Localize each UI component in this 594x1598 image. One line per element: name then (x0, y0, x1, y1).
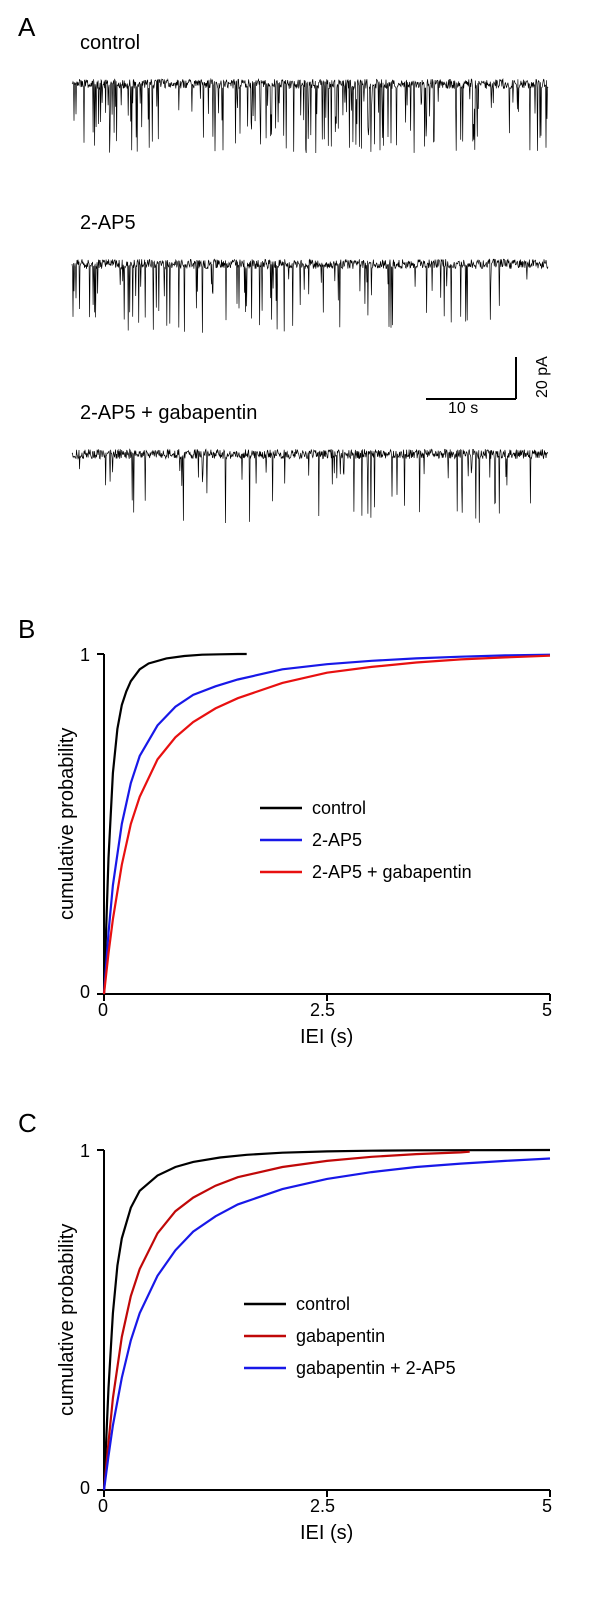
panel-b-legend-label-0: control (312, 798, 366, 819)
panel-a-trace-0 (72, 58, 548, 173)
panel-c-legend-label-2: gabapentin + 2-AP5 (296, 1358, 456, 1379)
panel-b-ylabel: cumulative probability (56, 728, 79, 920)
panel-c-ytick-1: 1 (80, 1141, 90, 1162)
panel-a-trace-label-2: 2-AP5 + gabapentin (80, 402, 257, 425)
panel-b-xtick-1: 2.5 (310, 1000, 335, 1021)
panel-b-xtick-0: 0 (98, 1000, 108, 1021)
panel-letter-a: A (18, 12, 35, 43)
panel-b-legend-label-2: 2-AP5 + gabapentin (312, 862, 472, 883)
figure-root: A control 2-AP5 10 s 20 pA 2-AP5 + gabap… (0, 0, 594, 1598)
panel-c-legend-label-1: gabapentin (296, 1326, 385, 1347)
panel-b-ytick-0: 0 (80, 982, 90, 1003)
panel-c-xtick-0: 0 (98, 1496, 108, 1517)
panel-a-trace-1 (72, 238, 548, 353)
panel-c-xtick-2: 5 (542, 1496, 552, 1517)
panel-b-legend-label-1: 2-AP5 (312, 830, 362, 851)
panel-c-xlabel: IEI (s) (300, 1522, 353, 1545)
scalebar-y-label: 20 pA (534, 356, 552, 398)
scalebar-x-label: 10 s (448, 400, 478, 418)
panel-c-legend-label-0: control (296, 1294, 350, 1315)
panel-c-ylabel: cumulative probability (56, 1224, 79, 1416)
panel-a-trace-label-0: control (80, 32, 140, 55)
panel-b-xlabel: IEI (s) (300, 1026, 353, 1049)
panel-b-legend: control 2-AP5 2-AP5 + gabapentin (260, 798, 540, 899)
panel-a-trace-label-1: 2-AP5 (80, 212, 136, 235)
panel-c-xtick-1: 2.5 (310, 1496, 335, 1517)
panel-c-ytick-0: 0 (80, 1478, 90, 1499)
panel-a-trace-2 (72, 428, 548, 543)
panel-b-xtick-2: 5 (542, 1000, 552, 1021)
panel-b-ytick-1: 1 (80, 645, 90, 666)
panel-letter-b: B (18, 614, 35, 645)
panel-letter-c: C (18, 1108, 37, 1139)
panel-c-legend: control gabapentin gabapentin + 2-AP5 (244, 1294, 544, 1395)
